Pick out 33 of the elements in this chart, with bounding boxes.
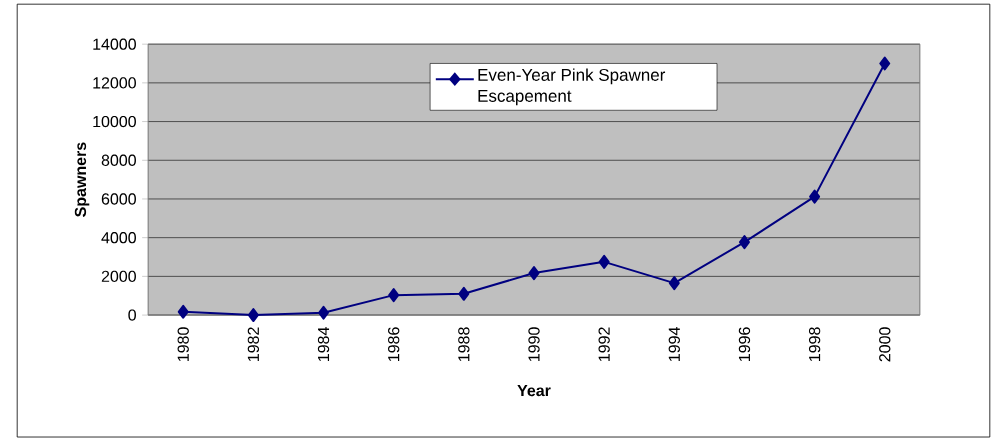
x-tick-label: 1990: [528, 327, 540, 361]
legend-label: Even-Year Pink Spawner Escapement: [478, 68, 666, 106]
point: [668, 276, 680, 291]
y-axis-title: Spawners: [74, 142, 90, 217]
point: [388, 288, 400, 303]
y-tick-label: 2000: [101, 270, 136, 282]
x-tick-label: 2000: [879, 327, 891, 362]
y-tick-label: 0: [128, 309, 136, 321]
y-tick-label: 8000: [101, 154, 136, 166]
x-tick-label: 1998: [808, 327, 821, 361]
point: [318, 305, 330, 320]
point: [177, 304, 189, 319]
x-tick-label: 1992: [598, 327, 610, 361]
x-tick-label: 1982: [247, 327, 260, 361]
y-tick-label: 4000: [101, 231, 136, 244]
x-tick-label: 1994: [668, 326, 680, 361]
y-tick-label: 14000: [93, 38, 136, 50]
x-tick-label: 1980: [177, 327, 189, 361]
x-axis-title: Year: [517, 384, 551, 397]
x-tick-label: 1988: [458, 327, 470, 361]
x-tick-label: 1996: [738, 327, 751, 361]
y-tick-label: 12000: [93, 77, 136, 89]
point: [879, 56, 891, 71]
point: [738, 235, 750, 250]
y-tick-label: 10000: [93, 115, 136, 128]
point: [528, 265, 540, 280]
point: [458, 286, 470, 301]
point: [598, 254, 610, 269]
point: [809, 189, 821, 204]
x-tick-label: 1984: [317, 326, 330, 361]
point: [247, 307, 259, 322]
y-tick-label: 6000: [101, 193, 136, 205]
x-tick-label: 1986: [388, 327, 400, 361]
